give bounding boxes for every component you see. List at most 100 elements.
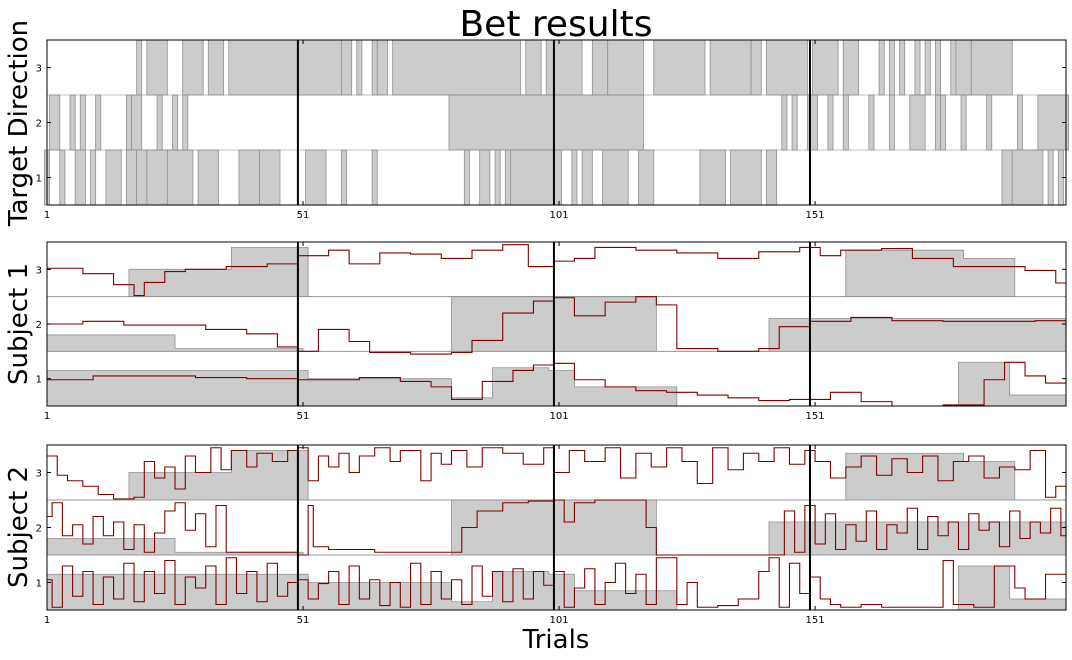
target-fill-band-1: [105, 149, 122, 206]
x-ticks: 1 51 101 151: [44, 445, 825, 626]
x-ticks: 1 51 101 151: [44, 242, 825, 422]
y-tick-label: 2: [36, 320, 42, 331]
target-fill-band-2: [909, 94, 926, 151]
target-fill-band-2: [156, 94, 163, 151]
target-fill-band-1: [730, 149, 762, 206]
subject-2-ylabel: Subject 2: [4, 466, 34, 588]
target-fill-band-1: [504, 149, 511, 206]
target-fill-band-3: [525, 39, 542, 96]
target-fill-band-3: [591, 39, 609, 96]
target-fill-band-2: [79, 94, 86, 151]
target-fill-band-2: [827, 94, 834, 151]
target-fill-band-3: [888, 39, 895, 96]
target-fill-band-2: [49, 94, 61, 151]
target-fill-band-1: [305, 149, 327, 206]
figure-title: Bet results: [459, 4, 652, 45]
x-tick-label: 51: [297, 615, 310, 626]
target-fill-band-3: [750, 39, 762, 96]
target-fill-band-3: [376, 39, 388, 96]
bet-line-band-3: [47, 244, 1067, 297]
x-tick-label: 1: [44, 411, 50, 422]
subject-2-bet-lines: [47, 447, 1067, 608]
target-fill-band-2: [1016, 94, 1023, 151]
target-fill-band-2: [182, 94, 189, 151]
y-tick-label: 3: [36, 265, 42, 276]
x-tick-label: 151: [806, 210, 825, 221]
subject-1-panel: Subject 1 1 51 101 151 123: [4, 241, 1067, 422]
target-fill-band-3: [924, 39, 931, 96]
target-fill-band-3: [653, 39, 706, 96]
target-fill-band-1: [699, 149, 726, 206]
target-fill-band-2: [842, 94, 849, 151]
target-fill-band-2: [791, 94, 798, 151]
estimate-fill-band-3: [47, 247, 1066, 298]
target-fill-band-2: [781, 94, 788, 151]
x-tick-label: 1: [44, 210, 50, 221]
target-fill-band-1: [1047, 149, 1054, 206]
bet-line-band-2: [47, 499, 1067, 556]
x-tick-label: 101: [550, 615, 569, 626]
target-fill-band-1: [371, 149, 378, 206]
target-fill-band-3: [228, 39, 342, 96]
block-boundaries: [296, 40, 811, 205]
y-tick-label: 3: [36, 469, 42, 480]
bet-line-band-1: [47, 361, 1067, 407]
target-fill-band-2: [940, 94, 947, 151]
y-tick-label: 3: [36, 64, 42, 75]
target-fill-band-2: [131, 94, 143, 151]
target-fill-band-2: [172, 94, 178, 151]
target-fill-band-1: [1011, 149, 1044, 206]
target-fill-band-3: [950, 39, 957, 96]
x-tick-label: 151: [806, 615, 825, 626]
target-fill-band-3: [935, 39, 941, 96]
target-fill-band-1: [125, 149, 138, 206]
y-tick-label: 2: [36, 119, 42, 130]
subject-1-estimate-fills: [46, 247, 1067, 407]
subject-2-panel: Subject 2 1 51 101 151 123: [4, 444, 1067, 626]
target-fill-band-1: [571, 149, 578, 206]
target-fill-band-1: [1001, 149, 1013, 206]
target-fill-band-3: [878, 39, 885, 96]
bet-line-band-2: [47, 296, 1066, 355]
target-direction-ylabel: Target Direction: [4, 20, 34, 227]
x-tick-label: 101: [550, 210, 569, 221]
target-fill-band-2: [986, 94, 993, 151]
estimate-fill-band-1: [46, 361, 1067, 407]
target-fill-band-1: [638, 149, 655, 206]
band-dividers: [47, 94, 1066, 151]
target-fill-band-3: [709, 39, 752, 96]
target-fill-band-1: [136, 149, 148, 206]
target-fill-band-3: [766, 39, 808, 96]
target-fill-band-1: [197, 149, 219, 206]
target-fill-band-1: [90, 149, 97, 206]
bet-line-band-3: [47, 447, 1067, 500]
target-fill-band-3: [136, 39, 143, 96]
target-fill-band-1: [59, 149, 66, 206]
target-fill-band-1: [166, 149, 194, 206]
y-ticks: 1 2 3: [36, 265, 1066, 386]
target-fill-band-3: [545, 39, 583, 96]
target-fill-band-2: [868, 94, 875, 151]
target-fill-band-2: [448, 94, 644, 151]
target-fill-band-1: [602, 149, 629, 206]
target-fill-band-2: [935, 94, 941, 151]
y-tick-label: 1: [36, 375, 42, 386]
target-fill-band-3: [842, 39, 860, 96]
target-direction-panel: Target Direction 1 51 101 151 123: [4, 20, 1069, 227]
target-direction-bands: [44, 39, 1069, 206]
x-tick-label: 101: [550, 411, 569, 422]
target-fill-band-1: [766, 149, 778, 206]
x-ticks: 1 51 101 151: [44, 40, 825, 221]
y-tick-label: 1: [36, 174, 42, 185]
target-fill-band-1: [341, 149, 347, 206]
subject-2-estimate-fills: [46, 450, 1067, 611]
target-fill-band-3: [182, 39, 204, 96]
target-fill-band-1: [581, 149, 593, 206]
target-fill-band-2: [888, 94, 895, 151]
target-fill-band-1: [238, 149, 260, 206]
x-tick-label: 151: [806, 411, 825, 422]
x-tick-label: 1: [44, 615, 50, 626]
target-fill-band-3: [146, 39, 168, 96]
target-fill-band-2: [807, 94, 819, 151]
